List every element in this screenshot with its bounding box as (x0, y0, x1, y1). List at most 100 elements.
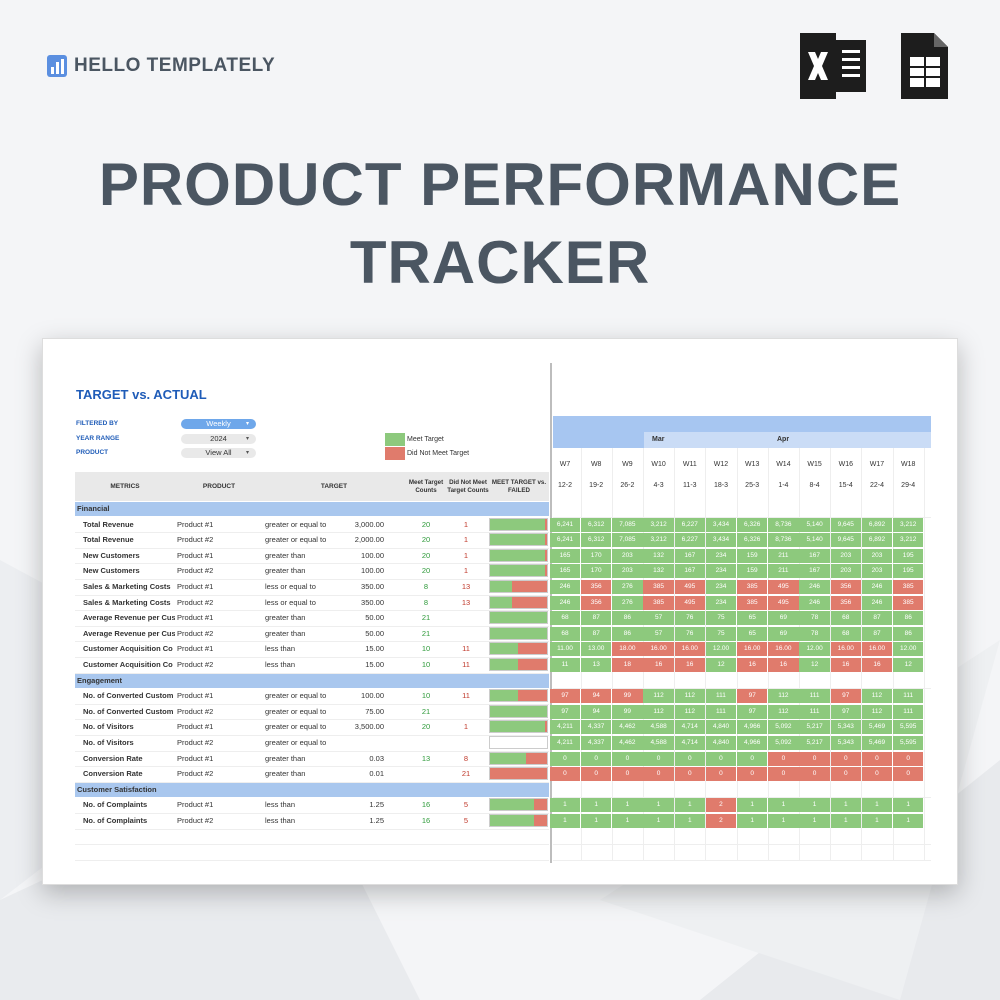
week-cell: 69 (768, 611, 799, 626)
condition: greater than (265, 628, 306, 638)
bar-frame (489, 767, 548, 781)
week-cell: 211 (768, 564, 799, 579)
week-cell: 12 (799, 658, 830, 672)
failed-count: 1 (463, 519, 469, 529)
month-label: Apr (777, 436, 790, 443)
week-cell: 68 (830, 611, 861, 626)
week-cell: 12 (893, 658, 924, 672)
week-cell: 5,595 (893, 736, 924, 750)
product: Product #2 (177, 769, 214, 779)
meet-bar (490, 659, 518, 671)
week-cell: 12.00 (705, 642, 737, 657)
row-line (553, 844, 931, 846)
week-cell: 1 (581, 814, 612, 828)
week-cell: 0 (830, 767, 861, 782)
week-cell: 132 (643, 564, 674, 579)
week-cell: 3,212 (643, 533, 674, 548)
week-cell: 75 (705, 611, 737, 626)
week-cell: 18.00 (612, 642, 643, 657)
section-header (75, 673, 549, 688)
week-cell: 4,211 (549, 736, 581, 750)
page-title: PRODUCT PERFORMANCE (98, 151, 902, 218)
bar-frame (489, 642, 548, 656)
filter-dropdown[interactable]: Weekly (181, 419, 256, 429)
week-cell: 3,212 (893, 533, 924, 548)
week-cell: 4,588 (643, 736, 674, 750)
metric: Conversion Rate (83, 769, 143, 779)
week-cell: 246 (861, 595, 893, 610)
bar-frame (489, 689, 548, 703)
bar-frame (489, 580, 548, 593)
brand-logo (47, 55, 67, 77)
failed-bar (517, 643, 548, 656)
target-value: 100.00 (361, 550, 384, 560)
metric: No. of Complaints (83, 800, 148, 810)
week-cell: 7,085 (612, 517, 643, 532)
condition: greater than (265, 613, 306, 623)
week-cell: 4,966 (737, 720, 768, 735)
row-line (75, 781, 549, 783)
date-label: 26-2 (620, 482, 635, 489)
target-value: 50.00 (365, 613, 384, 623)
meet-bar (490, 815, 535, 827)
column-header: PRODUCT (202, 482, 236, 490)
failed-count: 8 (463, 753, 469, 763)
week-cell: 1 (643, 814, 674, 828)
filter-dropdown[interactable]: 2024 (181, 433, 256, 444)
week-cell: 495 (674, 580, 705, 594)
target-value: 0.03 (369, 753, 384, 763)
week-cell: 6,227 (674, 517, 705, 532)
bar-frame (489, 548, 548, 562)
week-cell: 4,714 (674, 720, 705, 735)
week-cell: 1 (581, 798, 612, 813)
date-label: 29-4 (901, 482, 916, 489)
filter-label: FILTERED BY (76, 420, 119, 427)
week-cell: 3,434 (705, 517, 737, 532)
week-cell: 97 (830, 704, 861, 719)
week-cell: 16.00 (643, 642, 674, 657)
bar-frame (489, 626, 548, 640)
week-cell: 6,326 (737, 533, 768, 548)
week-cell: 167 (674, 548, 705, 563)
condition: greater or equal to (265, 519, 327, 529)
bar-frame (489, 736, 548, 749)
dropdown-caret: ▾ (246, 450, 250, 456)
week-label: W8 (590, 461, 602, 468)
bar-frame (489, 533, 548, 547)
week-cell: 16.00 (768, 642, 799, 657)
week-cell: 0 (737, 751, 768, 766)
meet-count (411, 767, 441, 781)
row-line (75, 812, 549, 814)
week-cell: 246 (549, 580, 581, 594)
week-cell: 0 (549, 767, 581, 782)
week-cell: 495 (768, 595, 799, 610)
filter-dropdown[interactable]: View All (181, 448, 256, 458)
condition: greater or equal to (265, 535, 327, 545)
week-cell: 86 (612, 626, 643, 641)
week-cell: 165 (549, 564, 581, 579)
week-cell: 1 (861, 814, 893, 828)
legend-label: Meet Target (407, 436, 444, 443)
meet-count: 16 (421, 800, 431, 810)
week-cell: 6,312 (581, 533, 612, 548)
week-cell: 4,840 (705, 736, 737, 750)
week-cell: 112 (674, 689, 705, 704)
filter-label: YEAR RANGE (76, 434, 120, 442)
week-label: W15 (807, 461, 822, 468)
week-cell: 0 (674, 751, 705, 766)
meet-bar (490, 690, 518, 703)
target-value: 350.00 (361, 597, 384, 607)
row-line (75, 766, 549, 768)
metric: No. of Converted Custom (83, 691, 174, 701)
metric: No. of Complaints (83, 816, 148, 825)
meet-count: 10 (421, 644, 431, 654)
week-cell: 7,085 (612, 533, 643, 548)
column-header: TARGET (320, 482, 348, 490)
failed-bar (545, 534, 548, 547)
week-cell: 0 (799, 767, 830, 782)
week-cell: 13 (581, 658, 612, 672)
meet-count: 21 (421, 613, 431, 623)
week-cell: 0 (705, 751, 737, 766)
week-cell: 5,595 (893, 720, 924, 735)
condition: less or equal to (265, 582, 316, 591)
